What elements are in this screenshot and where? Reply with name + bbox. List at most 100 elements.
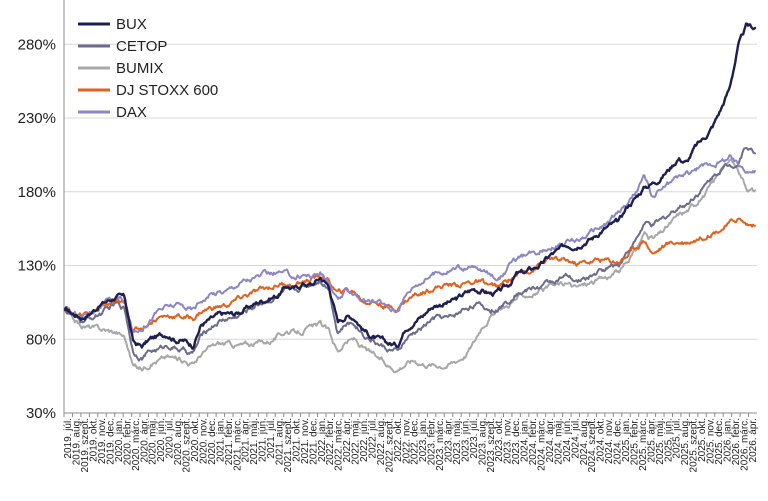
series-line-dj-stoxx-600: [64, 217, 756, 333]
x-tick-label: 2019. nov.: [97, 418, 108, 464]
series-line-bux: [63, 22, 757, 350]
x-tick-label: 2021. okt.: [291, 418, 302, 462]
x-tick-label: 2020. szept.: [182, 418, 193, 472]
x-tick-label: 2020. júl.: [165, 418, 176, 459]
x-tick-label: 2020. nov.: [198, 418, 209, 464]
legend-label: BUMIX: [116, 60, 164, 77]
x-tick-label: 2020. jan.: [114, 418, 125, 462]
x-tick-label: 2021. máj.: [249, 418, 260, 465]
x-tick-label: 2024. aug.: [579, 418, 590, 465]
x-tick-label: 2025. máj.: [655, 418, 666, 465]
x-tick-label: 2025. febr.: [629, 418, 640, 465]
legend: BUX CETOP BUMIX DJ STOXX 600 DAX: [78, 16, 218, 121]
x-tick-label: 2021. jún.: [258, 418, 269, 462]
x-tick-label: 2022. febr.: [325, 418, 336, 465]
x-tick-label: 2024. ápr.: [545, 418, 556, 462]
series-lines: [63, 22, 757, 374]
y-tick-label: 230%: [18, 110, 56, 127]
x-tick-label: 2024. márc.: [536, 418, 547, 471]
x-tick-label: 2023. júl.: [469, 418, 480, 459]
legend-label: CETOP: [116, 38, 167, 55]
x-tick-label: 2025. jan.: [621, 418, 632, 462]
x-tick-label: 2019. szept.: [80, 418, 91, 472]
x-tick-label: 2021. szept.: [283, 418, 294, 472]
x-tick-label: 2020. ápr.: [139, 418, 150, 462]
y-tick-label: 130%: [18, 258, 56, 275]
x-tick-label: 2022. júl.: [367, 418, 378, 459]
x-tick-label: 2022. nov.: [401, 418, 412, 464]
x-tick-labels: 2019. júl.2019. aug.2019. szept.2019. ok…: [63, 418, 759, 472]
x-tick-label: 2026. febr.: [731, 418, 742, 465]
x-tick-label: 2021. jan.: [215, 418, 226, 462]
x-tick-label: 2024. júl.: [570, 418, 581, 459]
x-tick-label: 2024. dec.: [613, 418, 624, 465]
x-tick-label: 2023. máj.: [452, 418, 463, 465]
x-tick-label: 2022. márc.: [334, 418, 345, 471]
x-tick-label: 2020. okt.: [190, 418, 201, 462]
x-tick-label: 2021. júl.: [266, 418, 277, 459]
x-tick-label: 2025. márc.: [638, 418, 649, 471]
x-tick-label: 2020. dec.: [207, 418, 218, 465]
x-tick-label: 2023. ápr.: [444, 418, 455, 462]
y-tick-label: 30%: [26, 405, 56, 422]
x-tick-label: 2019. júl.: [63, 418, 74, 459]
x-tick-label: 2024. szept.: [587, 418, 598, 472]
x-tick-label: 2022. okt.: [393, 418, 404, 462]
x-tick-label: 2019. okt.: [89, 418, 100, 462]
legend-label: DAX: [116, 104, 147, 121]
x-tick-label: 2022. aug.: [376, 418, 387, 465]
y-tick-label: 80%: [26, 331, 56, 348]
x-tick-label: 2022. dec.: [410, 418, 421, 465]
x-tick-label: 2025. szept.: [689, 418, 700, 472]
x-tick-label: 2023. jún.: [460, 418, 471, 462]
x-tick-label: 2021. dec.: [308, 418, 319, 465]
x-tick-label: 2021. aug.: [275, 418, 286, 465]
x-tick-label: 2024. jan.: [520, 418, 531, 462]
x-tick-label: 2020. jún.: [156, 418, 167, 462]
x-tick-label: 2023. márc.: [435, 418, 446, 471]
x-tick-label: 2023. nov.: [503, 418, 514, 464]
x-tick-label: 2021. nov.: [300, 418, 311, 464]
x-tick-label: 2021. márc.: [232, 418, 243, 471]
x-tick-label: 2024. máj.: [553, 418, 564, 465]
x-tick-label: 2021. febr.: [224, 418, 235, 465]
series-line-dax: [64, 154, 756, 334]
x-tick-label: 2019. aug.: [72, 418, 83, 465]
x-tick-label: 2022. szept.: [384, 418, 395, 472]
x-tick-label: 2025. nov.: [706, 418, 717, 464]
y-tick-label: 280%: [18, 36, 56, 53]
x-tick-label: 2026. ápr.: [748, 418, 759, 462]
legend-label: DJ STOXX 600: [116, 82, 218, 99]
y-tick-label: 180%: [18, 184, 56, 201]
x-tick-label: 2023. febr.: [427, 418, 438, 465]
x-tick-label: 2021. ápr.: [241, 418, 252, 462]
gridlines: [64, 43, 757, 340]
x-tick-label: 2022. ápr.: [342, 418, 353, 462]
series-line-cetop: [64, 146, 756, 362]
legend-label: BUX: [116, 16, 147, 33]
x-tick-label: 2025. ápr.: [646, 418, 657, 462]
x-tick-label: 2022. jan.: [317, 418, 328, 462]
x-tick-label: 2023. jan.: [418, 418, 429, 462]
x-tick-label: 2024. jún.: [562, 418, 573, 462]
x-tick-label: 2024. febr.: [528, 418, 539, 465]
x-tick-label: 2025. aug.: [680, 418, 691, 465]
x-tick-label: 2023. szept.: [486, 418, 497, 472]
y-axis: 30% 80% 130% 180% 230% 280%: [18, 36, 56, 422]
x-tick-label: 2023. aug.: [477, 418, 488, 465]
x-tick-label: 2025. okt.: [697, 418, 708, 462]
x-tick-label: 2020. febr.: [122, 418, 133, 465]
x-tick-label: 2025. júl.: [672, 418, 683, 459]
x-tick-label: 2020. máj.: [148, 418, 159, 465]
x-tick-label: 2025. jún.: [663, 418, 674, 462]
x-tick-label: 2026. márc.: [739, 418, 750, 471]
x-tick-label: 2023. okt.: [494, 418, 505, 462]
x-tick-label: 2025. dec.: [714, 418, 725, 465]
x-axis: [63, 0, 757, 417]
x-tick-label: 2024. nov.: [604, 418, 615, 464]
x-tick-label: 2022. jún.: [359, 418, 370, 462]
x-tick-label: 2026. jan.: [722, 418, 733, 462]
x-tick-label: 2024. okt.: [596, 418, 607, 462]
x-tick-label: 2020. márc.: [131, 418, 142, 471]
